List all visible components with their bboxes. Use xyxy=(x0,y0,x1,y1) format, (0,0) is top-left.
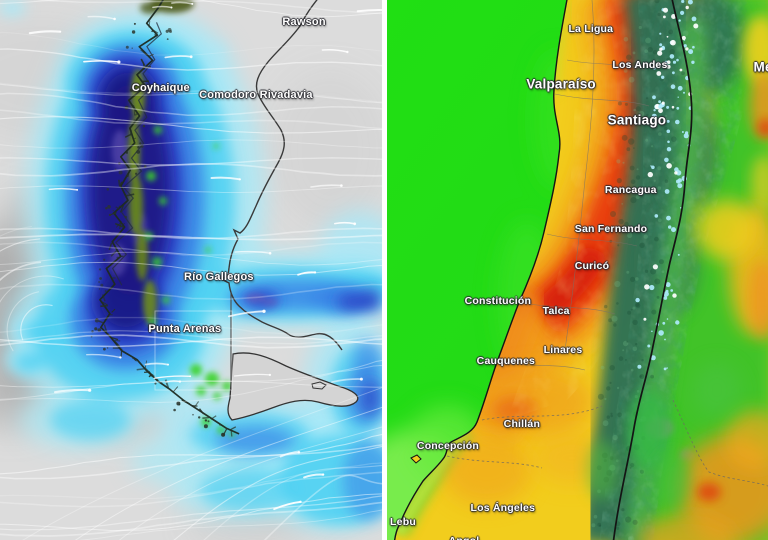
fjord-coastline xyxy=(90,0,240,437)
temperature-map-canvas xyxy=(387,0,768,540)
regional-boundaries xyxy=(498,0,650,371)
isla-de-los-estados xyxy=(311,381,327,390)
atlantic-coastline xyxy=(219,0,343,351)
dashed-boundaries xyxy=(446,399,768,487)
precip-green-spots xyxy=(145,126,235,437)
wind-precipitation-map-canvas xyxy=(0,0,382,540)
international-border-line xyxy=(612,0,693,540)
glacier-snow-speckles xyxy=(635,0,699,371)
region-inset-box xyxy=(154,310,233,391)
wind-precipitation-map-panel[interactable]: Coyhaique Comodoro Rivadavia Rawson Río Gal… xyxy=(0,0,382,540)
tierra-del-fuego-island xyxy=(227,352,359,421)
pacific-coastline xyxy=(393,0,568,540)
offshore-island xyxy=(410,454,422,464)
wind-streamlines xyxy=(0,0,382,540)
panel-divider xyxy=(382,0,387,540)
